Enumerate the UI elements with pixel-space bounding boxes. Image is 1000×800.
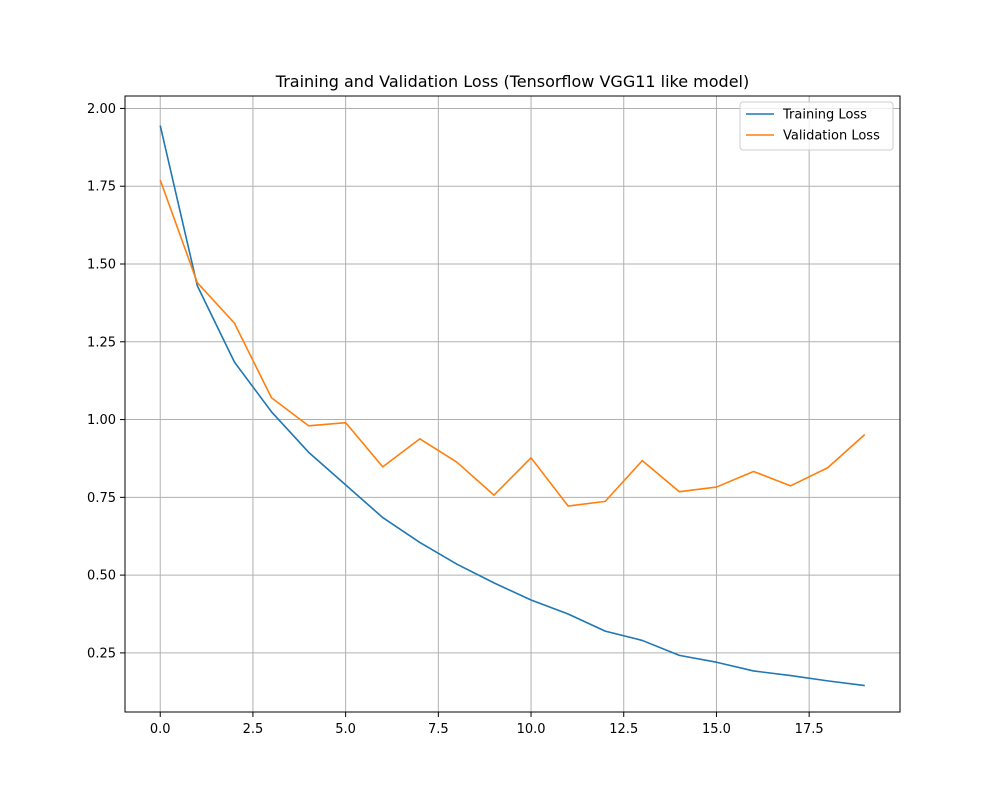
chart-title: Training and Validation Loss (Tensorflow… bbox=[275, 72, 749, 91]
x-tick-label: 5.0 bbox=[335, 722, 356, 737]
series-line-validation-loss bbox=[159, 179, 866, 507]
x-tick-label: 15.0 bbox=[702, 722, 731, 737]
x-tick-label: 12.5 bbox=[609, 722, 638, 737]
y-tick-label: 1.50 bbox=[87, 258, 116, 273]
y-tick-label: 0.25 bbox=[87, 646, 116, 661]
series-line-training-loss bbox=[159, 125, 865, 687]
y-tick-label: 0.50 bbox=[87, 569, 116, 584]
legend-label: Training Loss bbox=[782, 108, 867, 123]
y-tick-label: 2.00 bbox=[87, 102, 116, 117]
legend: Training Loss Validation Loss bbox=[739, 101, 894, 151]
series-layer bbox=[159, 125, 866, 687]
x-tick-label: 17.5 bbox=[795, 722, 824, 737]
legend-box bbox=[739, 101, 894, 151]
x-tick-label: 10.0 bbox=[517, 722, 546, 737]
x-tick-label: 2.5 bbox=[243, 722, 264, 737]
plot-area-frame bbox=[124, 95, 901, 713]
y-tick-label: 1.75 bbox=[87, 180, 116, 195]
y-tick-label: 1.00 bbox=[87, 413, 116, 428]
x-tick-label: 7.5 bbox=[428, 722, 449, 737]
y-tick-label: 1.25 bbox=[87, 335, 116, 350]
legend-label: Validation Loss bbox=[783, 129, 880, 144]
y-tick-label: 0.75 bbox=[87, 491, 116, 506]
grid-layer bbox=[125, 96, 900, 712]
x-tick-label: 0.0 bbox=[150, 722, 171, 737]
tick-layer: 0.0 2.5 5.0 7.5 10.0 12.5 15.0 17.5 0.25 0.50 0.75… bbox=[87, 102, 824, 737]
